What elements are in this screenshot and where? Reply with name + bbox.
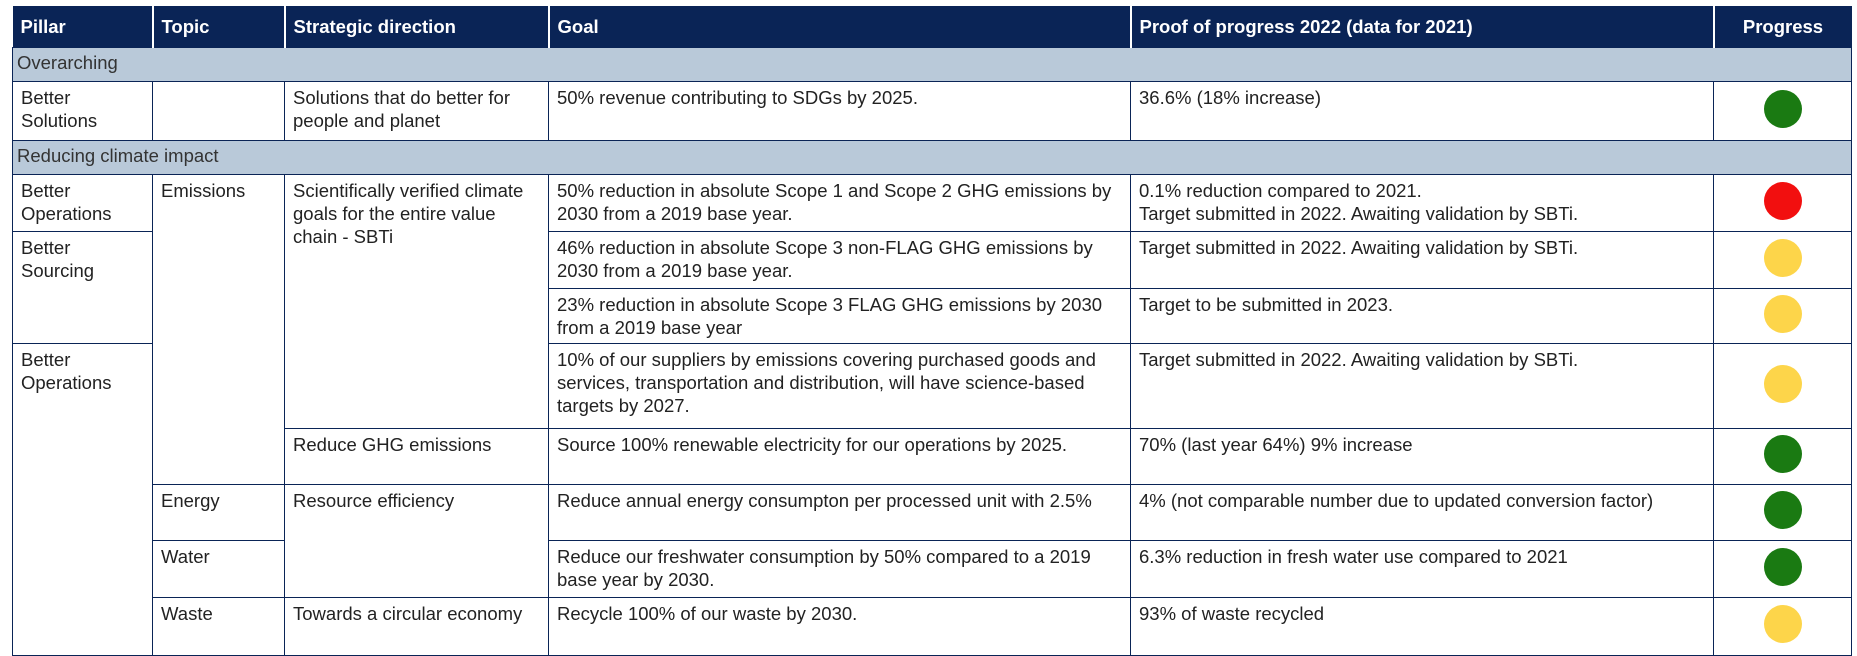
proof: 93% of waste recycled bbox=[1130, 597, 1714, 656]
goal: Recycle 100% of our waste by 2030. bbox=[548, 597, 1131, 656]
pillar: Better Sourcing bbox=[12, 231, 153, 344]
progress-dot bbox=[1763, 181, 1802, 220]
goal: 23% reduction in absolute Scope 3 FLAG G… bbox=[548, 288, 1131, 344]
proof: 4% (not comparable number due to updated… bbox=[1130, 484, 1714, 541]
proof-line: 93% of waste recycled bbox=[1139, 603, 1325, 624]
topic bbox=[152, 81, 285, 141]
proof-line: Target submitted in 2022. Awaiting valid… bbox=[1139, 203, 1579, 224]
row: Better Operations 10% of our suppliers b… bbox=[12, 343, 1852, 656]
row: Waste Towards a circular economy Recycle… bbox=[13, 597, 1852, 656]
proof: 70% (last year 64%) 9% increase bbox=[1130, 428, 1714, 485]
row: Reduce GHG emissions Source 100% renewab… bbox=[13, 428, 1852, 485]
progress-dot bbox=[1763, 435, 1802, 473]
progress-dot bbox=[1763, 547, 1802, 586]
topic: Waste bbox=[152, 597, 285, 656]
progress-dot bbox=[1763, 364, 1802, 403]
header-cell: Pillar bbox=[12, 6, 153, 48]
topic: Energy bbox=[152, 484, 285, 541]
proof-line: Target submitted in 2022. Awaiting valid… bbox=[1139, 237, 1579, 258]
row: Energy Resource efficiency Reduce annual… bbox=[13, 484, 1852, 598]
progress-dot bbox=[1763, 294, 1802, 333]
progress bbox=[1713, 484, 1852, 541]
direction: Solutions that do better for people and … bbox=[284, 81, 549, 141]
row: Better Sourcing 46% reduction in absolut… bbox=[12, 231, 1852, 344]
direction: Towards a circular economy bbox=[284, 597, 549, 656]
goal: 50% revenue contributing to SDGs by 2025… bbox=[548, 81, 1131, 141]
header-cell: Progress bbox=[1712, 6, 1852, 48]
header-cell: Topic bbox=[151, 6, 285, 48]
proof-line: 6.3% reduction in fresh water use compar… bbox=[1139, 546, 1568, 567]
progress bbox=[1713, 343, 1852, 429]
progress-dot bbox=[1763, 89, 1802, 128]
pillar: Better Operations bbox=[12, 343, 153, 656]
header-cell: Proof of progress 2022 (data for 2021) bbox=[1129, 6, 1714, 48]
progress-table: Pillar Topic Strategic direction Goal Pr… bbox=[12, 6, 1852, 656]
progress bbox=[1713, 81, 1852, 141]
section-row: Overarching bbox=[12, 47, 1852, 82]
progress-dot bbox=[1763, 491, 1802, 529]
section-title: Overarching bbox=[12, 47, 1852, 82]
proof-line: Target submitted in 2022. Awaiting valid… bbox=[1139, 349, 1579, 370]
progress bbox=[1713, 231, 1852, 289]
proof: Target to be submitted in 2023. bbox=[1130, 288, 1714, 344]
proof: Target submitted in 2022. Awaiting valid… bbox=[1130, 343, 1714, 429]
goal: Source 100% renewable electricity for ou… bbox=[548, 428, 1131, 485]
goal: 10% of our suppliers by emissions coveri… bbox=[548, 343, 1131, 429]
proof-line: 4% (not comparable number due to updated… bbox=[1139, 490, 1654, 511]
proof-line: 70% (last year 64%) 9% increase bbox=[1139, 434, 1413, 455]
goal: 46% reduction in absolute Scope 3 non-FL… bbox=[548, 231, 1131, 289]
goal: 50% reduction in absolute Scope 1 and Sc… bbox=[548, 174, 1131, 232]
proof-line: 36.6% (18% increase) bbox=[1139, 87, 1322, 108]
pillar: Better Solutions bbox=[12, 81, 153, 141]
progress bbox=[1713, 174, 1852, 232]
direction: Scientifically verified climate goals fo… bbox=[284, 174, 549, 429]
proof: 0.1% reduction compared to 2021. Target s… bbox=[1130, 174, 1714, 232]
pillar: Better Operations bbox=[12, 174, 153, 232]
row: Better Operations Emissions Scientifical… bbox=[12, 174, 1852, 485]
direction: Resource efficiency bbox=[284, 484, 549, 598]
goal: Reduce our freshwater consumption by 50%… bbox=[548, 540, 1131, 598]
header-row: Pillar Topic Strategic direction Goal Pr… bbox=[12, 6, 1852, 48]
row: 23% reduction in absolute Scope 3 FLAG G… bbox=[13, 288, 1852, 344]
proof: 36.6% (18% increase) bbox=[1130, 81, 1714, 141]
progress bbox=[1713, 597, 1852, 656]
row: Water Reduce our freshwater consumption … bbox=[13, 540, 1852, 598]
progress bbox=[1713, 288, 1852, 344]
topic: Water bbox=[152, 540, 285, 598]
proof-line: 0.1% reduction compared to 2021. bbox=[1139, 180, 1422, 201]
header-cell: Goal bbox=[547, 6, 1131, 48]
header-cell: Strategic direction bbox=[283, 6, 549, 48]
section-title: Reducing climate impact bbox=[12, 140, 1852, 175]
row: Better Solutions Solutions that do bette… bbox=[12, 81, 1852, 141]
progress-dot bbox=[1763, 605, 1802, 643]
progress bbox=[1713, 540, 1852, 598]
proof: Target submitted in 2022. Awaiting valid… bbox=[1130, 231, 1714, 289]
topic: Emissions bbox=[152, 174, 285, 485]
goal: Reduce annual energy consumpton per proc… bbox=[548, 484, 1131, 541]
proof-line: Target to be submitted in 2023. bbox=[1139, 294, 1394, 315]
section-row: Reducing climate impact bbox=[12, 140, 1852, 175]
proof: 6.3% reduction in fresh water use compar… bbox=[1130, 540, 1714, 598]
progress-dot bbox=[1763, 238, 1802, 277]
progress bbox=[1713, 428, 1852, 485]
direction: Reduce GHG emissions bbox=[284, 428, 549, 485]
